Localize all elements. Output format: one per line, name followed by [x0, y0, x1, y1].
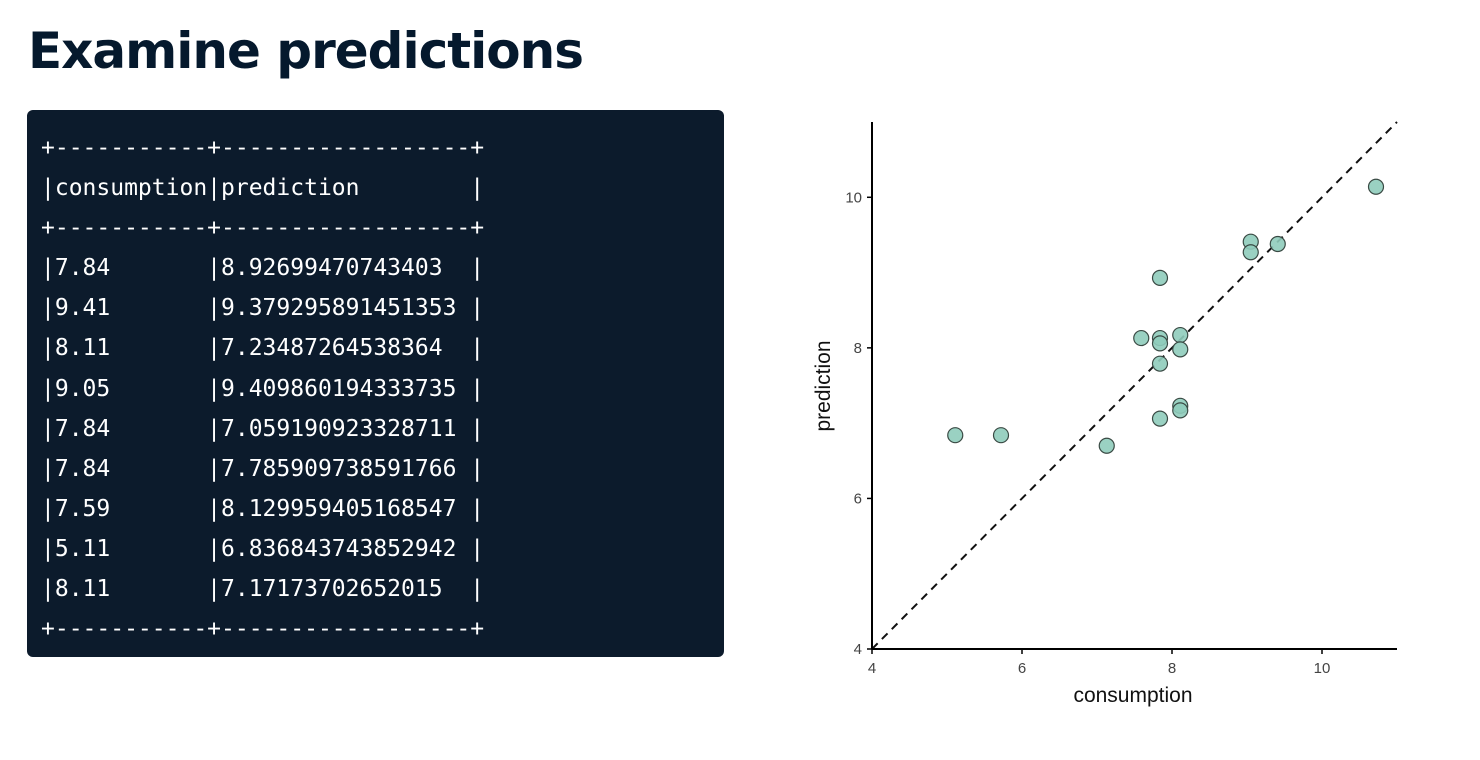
data-point: [1172, 402, 1189, 419]
y-tick-label: 6: [854, 490, 862, 507]
console-line: +-----------+------------------+: [41, 135, 485, 161]
console-line: +-----------+------------------+: [41, 616, 485, 643]
y-tick-label: 8: [854, 340, 862, 357]
console-line: |7.84 |7.785909738591766 |: [41, 455, 485, 482]
data-point: [1269, 235, 1286, 253]
data-point: [1098, 437, 1115, 454]
data-point: [992, 427, 1010, 444]
console-line: |5.11 |6.836843743852942 |: [41, 535, 485, 562]
y-axis-label: prediction: [812, 340, 835, 431]
data-point: [1172, 341, 1189, 358]
data-point: [1151, 410, 1169, 427]
console-line: |9.05 |9.409860194333735 |: [41, 375, 485, 402]
data-point: [1242, 244, 1259, 261]
data-point: [1133, 329, 1150, 347]
data-point: [1172, 326, 1189, 344]
data-point: [947, 427, 964, 444]
console-line: |7.84 |7.059190923328711 |: [41, 415, 485, 442]
scatter-plot: 4 6 8 10 4 6 8 10 consumption prediction: [812, 121, 1398, 707]
console-output: +-----------+------------------+ |consum…: [27, 110, 724, 657]
console-line: |7.84 |8.92699470743403 |: [41, 255, 485, 282]
console-line: |8.11 |7.23487264538364 |: [41, 335, 485, 362]
console-line: |7.59 |8.129959405168547 |: [41, 495, 485, 522]
y-tick-label: 10: [845, 189, 862, 206]
x-tick-label: 8: [1168, 660, 1176, 677]
data-point: [1151, 335, 1169, 352]
x-axis-label: consumption: [1073, 684, 1192, 707]
console-line: +-----------+------------------+: [41, 215, 485, 242]
slide-title: Examine predictions: [28, 22, 584, 80]
console-line: |consumption|prediction |: [41, 175, 485, 202]
console-line: |8.11 |7.17173702652015 |: [41, 576, 485, 603]
reference-line: [871, 121, 1398, 650]
data-point: [1367, 178, 1385, 195]
x-tick-label: 4: [868, 660, 876, 677]
data-point: [1151, 355, 1169, 372]
console-line: |9.41 |9.379295891451353 |: [41, 295, 485, 322]
x-tick-label: 10: [1314, 660, 1331, 677]
y-tick-label: 4: [854, 641, 862, 658]
data-point: [1151, 269, 1169, 286]
x-tick-label: 6: [1018, 660, 1026, 677]
